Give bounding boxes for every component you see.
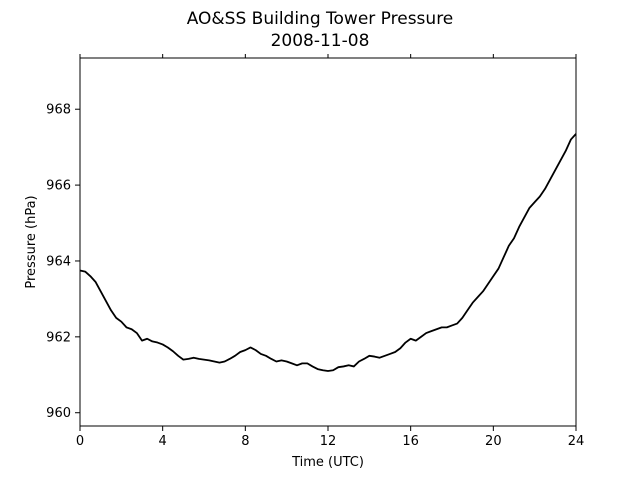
y-tick-label: 960 (46, 406, 71, 421)
x-tick-label: 12 (320, 434, 337, 449)
x-tick-label: 4 (159, 434, 167, 449)
y-tick-label: 968 (46, 103, 71, 118)
x-axis-ticks: 0 4 8 12 16 20 24 (76, 54, 584, 449)
y-axis-label: Pressure (hPa) (24, 195, 39, 288)
y-tick-label: 964 (46, 254, 71, 269)
plot-area (80, 58, 576, 426)
x-tick-label: 16 (402, 434, 419, 449)
y-axis-ticks: 960 962 964 966 968 (46, 103, 80, 421)
plot-frame (79, 57, 577, 427)
x-axis-label: Time (UTC) (291, 455, 364, 470)
x-tick-label: 20 (485, 434, 502, 449)
y-tick-label: 962 (46, 330, 71, 345)
x-tick-label: 24 (568, 434, 585, 449)
x-tick-label: 8 (241, 434, 249, 449)
chart-title: AO&SS Building Tower Pressure (187, 9, 454, 29)
y-tick-label: 966 (46, 179, 71, 194)
pressure-series-line (79, 133, 577, 372)
chart-subtitle: 2008-11-08 (271, 31, 370, 51)
x-tick-label: 0 (76, 434, 84, 449)
